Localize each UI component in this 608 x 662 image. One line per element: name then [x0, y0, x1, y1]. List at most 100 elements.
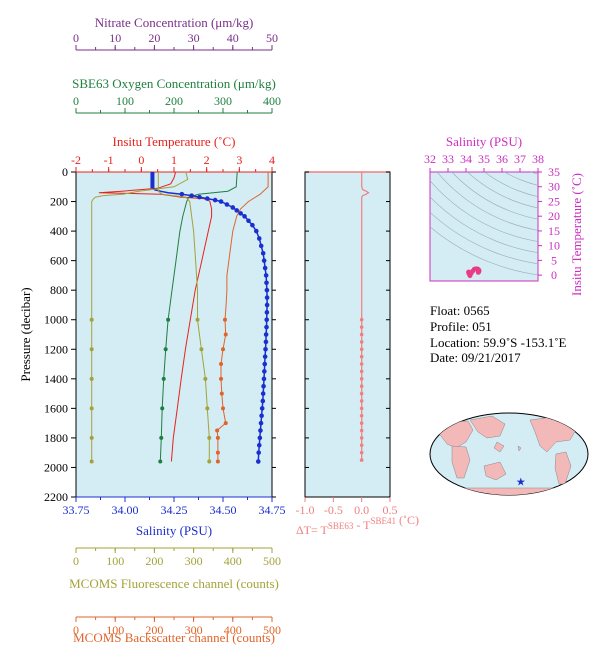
ts-x-tick-label: 33 — [442, 152, 454, 166]
fluorescence-tick-label: 200 — [145, 554, 163, 568]
delta-point — [359, 325, 364, 329]
salinity-point — [262, 369, 267, 374]
salinity-point — [261, 383, 266, 389]
fluorescence-series-line — [91, 171, 189, 462]
y-tick-label: 0 — [62, 165, 68, 179]
salinity-point — [264, 302, 270, 308]
profile-date: Date: 09/21/2017 — [430, 350, 521, 365]
salinity-point — [242, 214, 247, 219]
salinity-point — [259, 413, 264, 419]
salinity-point — [238, 211, 243, 216]
fluorescence-axis-title: MCOMS Fluorescence channel (counts) — [69, 576, 279, 591]
nitrate-point — [203, 376, 208, 381]
temperature-axis-title: Insitu Temperature (˚C) — [112, 134, 235, 149]
fluorescence-point — [89, 435, 94, 440]
oxygen-point — [158, 459, 163, 464]
backscatter-tick-label: 200 — [145, 623, 163, 637]
delta-point — [359, 354, 364, 359]
nitrate-point — [207, 459, 212, 464]
salinity-point — [234, 208, 240, 213]
oxygen-point — [160, 406, 165, 411]
salinity-point — [264, 287, 270, 293]
salinity-point — [254, 228, 259, 234]
y-tick-label: 1200 — [44, 342, 68, 356]
float-location: Location: 59.9˚S -153.1˚E — [430, 335, 567, 350]
delta-axis-title-part: ΔT= T — [296, 523, 329, 537]
salinity-point — [263, 273, 269, 278]
delta-point — [359, 377, 364, 381]
salinity-point — [246, 218, 251, 224]
islands-indonesia — [493, 441, 505, 453]
delta-tick-label: -0.5 — [324, 503, 343, 517]
nitrate-tick-label: 50 — [266, 31, 278, 45]
nitrate-point — [205, 406, 210, 411]
float-location-marker: ★ — [516, 476, 526, 488]
nitrate-point — [199, 347, 204, 352]
salinity-point — [250, 222, 255, 228]
salinity-point — [257, 435, 263, 441]
salinity-point — [261, 258, 267, 263]
salinity-point — [263, 339, 269, 345]
salinity-point — [264, 324, 269, 330]
delta-point — [359, 458, 364, 462]
oxygen-point — [166, 317, 171, 322]
profile-number: Profile: 051 — [430, 319, 492, 334]
oxygen-tick-label: 400 — [263, 94, 281, 108]
delta-point — [359, 384, 364, 389]
salinity-tick-label: 34.50 — [210, 503, 237, 517]
y-tick-label: 200 — [50, 195, 68, 209]
y-tick-label: 1400 — [44, 372, 68, 386]
backscatter-point — [222, 317, 227, 322]
ts-x-tick-label: 34 — [460, 152, 472, 166]
ts-y-tick-label: 25 — [548, 194, 560, 208]
backscatter-point — [219, 362, 224, 367]
continent-africa — [451, 445, 471, 479]
delta-axis-title-part: - T — [353, 518, 371, 532]
ts-x-tick-label: 35 — [478, 152, 490, 166]
temperature-tick-label: -2 — [71, 153, 81, 167]
salinity-tick-label: 33.75 — [63, 503, 90, 517]
salinity-point — [262, 354, 268, 359]
delta-point — [359, 406, 364, 411]
salinity-point — [189, 193, 194, 198]
salinity-point — [264, 317, 270, 323]
ts-y-tick-label: 30 — [548, 180, 560, 194]
nitrate-axis-title: Nitrate Concentration (μm/kg) — [95, 15, 254, 30]
nitrate-tick-label: 0 — [73, 31, 79, 45]
salinity-tick-label: 34.75 — [259, 503, 286, 517]
ts-density-contour — [507, 1, 608, 123]
ts-point — [475, 269, 481, 275]
backscatter-point — [221, 406, 225, 411]
delta-point — [359, 436, 364, 440]
backscatter-tick-label: 100 — [106, 623, 124, 637]
salinity-point — [258, 420, 264, 426]
temperature-tick-label: -1 — [104, 153, 114, 167]
backscatter-axis-title: MCOMS Backscatter channel (counts) — [73, 630, 275, 645]
backscatter-point — [221, 347, 225, 352]
nitrate-tick-label: 30 — [188, 31, 200, 45]
y-tick-label: 1600 — [44, 401, 68, 415]
nitrate-tick-label: 10 — [109, 31, 121, 45]
salinity-tick-label: 34.25 — [161, 503, 188, 517]
oxygen-tick-label: 0 — [73, 94, 79, 108]
backscatter-point — [215, 450, 220, 455]
delta-tick-label: 0.5 — [383, 503, 398, 517]
continent-antarctica — [444, 487, 576, 495]
delta-point — [359, 369, 364, 374]
plot-area — [75, 171, 273, 498]
salinity-point — [197, 194, 202, 200]
ts-density-contour — [530, 172, 538, 175]
oxygen-point — [163, 347, 168, 352]
backscatter-tick-label: 500 — [263, 623, 281, 637]
oxygen-point — [159, 435, 164, 440]
delta-tick-label: 0.0 — [354, 503, 369, 517]
salinity-point — [256, 236, 262, 241]
ts-y-tick-label: 0 — [551, 268, 557, 282]
fluorescence-point — [89, 459, 94, 464]
fluorescence-point — [89, 347, 94, 352]
salinity-point — [264, 295, 270, 300]
nitrate-tick-label: 40 — [227, 31, 239, 45]
oxygen-axis-title: SBE63 Oxygen Concentration (μm/kg) — [72, 76, 276, 91]
ts-density-contour — [485, 0, 608, 145]
